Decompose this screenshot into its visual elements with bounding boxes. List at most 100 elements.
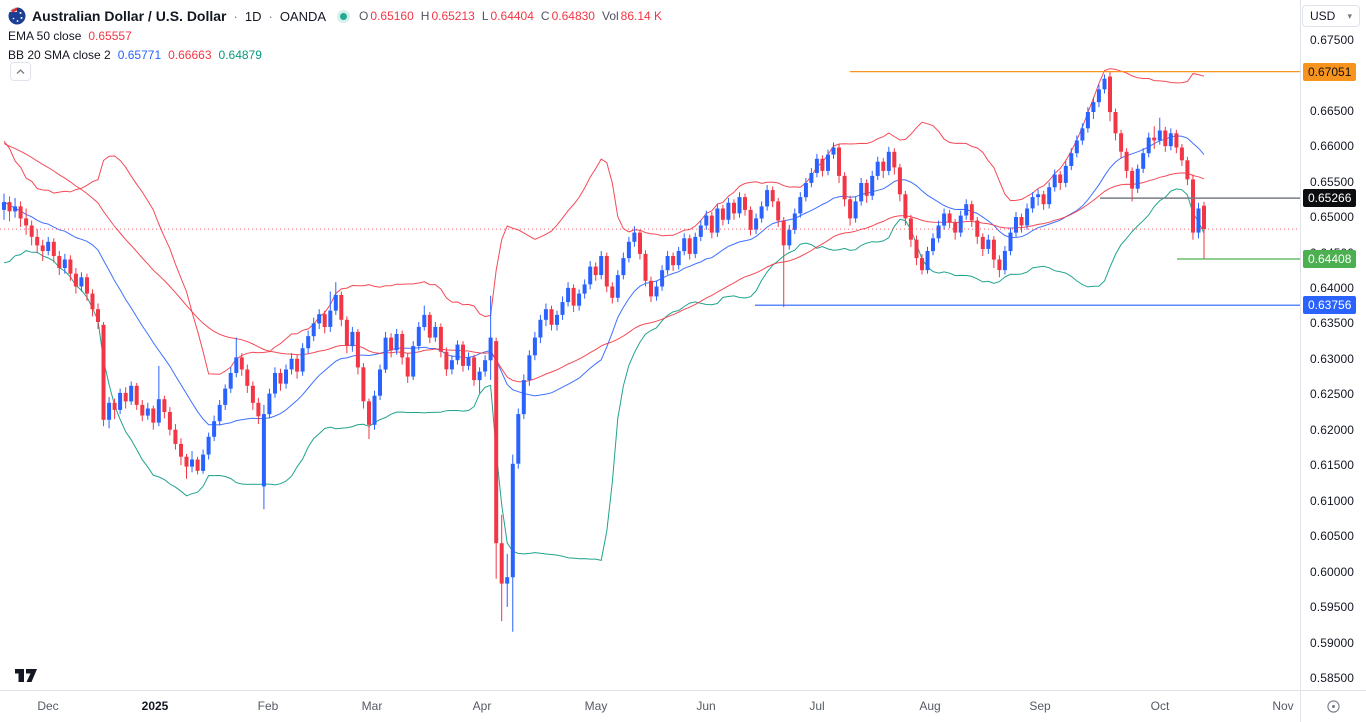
candle-body <box>1202 205 1206 230</box>
chart-pane[interactable] <box>0 0 1300 690</box>
price-tick-label: 0.62000 <box>1310 422 1355 437</box>
candle-body <box>212 421 217 437</box>
candle-body <box>1069 153 1074 166</box>
interval-label[interactable]: 1D <box>244 8 262 24</box>
candle-body <box>372 395 377 425</box>
candle-body <box>1168 133 1173 147</box>
candle-body <box>931 238 935 252</box>
candle-body <box>118 392 123 410</box>
candle-body <box>295 358 300 372</box>
price-axis[interactable]: 0.675000.670000.665000.660000.655000.650… <box>1300 0 1366 690</box>
candle-body <box>112 402 117 410</box>
aud-usd-flag-icon <box>8 7 26 25</box>
price-tick-label: 0.60000 <box>1310 564 1355 579</box>
candle-body <box>62 259 67 268</box>
indicator-value: 0.64879 <box>218 47 262 62</box>
candle-body <box>875 161 880 176</box>
candle-body <box>543 309 548 320</box>
candle-body <box>638 232 642 254</box>
price-tick-label: 0.63500 <box>1310 316 1355 331</box>
candlestick-chart[interactable] <box>0 0 1300 690</box>
candle-body <box>654 286 659 297</box>
tradingview-logo[interactable] <box>14 666 41 688</box>
candle-body <box>660 270 665 287</box>
price-tick-label: 0.59500 <box>1310 600 1355 614</box>
candle-body <box>328 310 333 327</box>
candle-body <box>1146 137 1151 154</box>
candle-body <box>289 358 294 370</box>
indicator-row-bb[interactable]: BB 20 SMA close 2 0.65771 0.66663 0.6487… <box>8 45 662 64</box>
candle-body <box>472 357 477 381</box>
candle-body <box>488 337 493 361</box>
candle-body <box>881 161 886 171</box>
market-status-dot[interactable] <box>340 12 348 20</box>
candle-body <box>814 158 819 173</box>
candle-body <box>549 309 554 325</box>
symbol-row[interactable]: Australian Dollar / U.S. Dollar · 1D · O… <box>8 6 662 26</box>
candle-body <box>378 369 382 396</box>
candle-body <box>306 336 311 349</box>
candle-body <box>123 392 128 402</box>
currency-label: USD <box>1310 9 1336 23</box>
indicator-name: EMA 50 close <box>8 28 82 43</box>
candle-body <box>355 331 360 368</box>
candle-body <box>1152 137 1157 141</box>
candle-body <box>942 213 947 226</box>
candle-body <box>505 577 510 584</box>
low-value: 0.64404 <box>490 9 534 23</box>
candle-body <box>129 385 134 402</box>
separator: · <box>268 8 273 24</box>
candle-body <box>870 175 875 196</box>
candle-body <box>903 194 908 219</box>
candle-body <box>1008 232 1013 251</box>
price-scale-settings-icon[interactable] <box>1326 699 1341 714</box>
candle-body <box>466 357 471 366</box>
candle-body <box>223 388 228 405</box>
candle-body <box>400 334 405 358</box>
candle-body <box>433 326 438 338</box>
candle-body <box>908 218 913 240</box>
candle-body <box>427 314 432 338</box>
candle-body <box>610 286 615 298</box>
candle-body <box>920 258 924 271</box>
candle-body <box>571 287 576 306</box>
candle-body <box>339 295 344 320</box>
candle-body <box>980 236 985 249</box>
candle-body <box>964 204 969 216</box>
collapse-legend-button[interactable] <box>10 62 31 81</box>
bb-lower-band-line <box>3 188 1205 562</box>
candle-body <box>145 408 150 416</box>
candle-body <box>1002 251 1007 271</box>
candle-body <box>975 220 980 237</box>
candle-body <box>676 251 681 266</box>
candle-body <box>831 147 836 155</box>
candle-body <box>1157 130 1162 141</box>
time-tick-mar: Mar <box>361 699 383 713</box>
candle-body <box>245 369 250 386</box>
candle-body <box>101 324 106 420</box>
time-axis[interactable]: Dec 2025 Feb Mar Apr May Jun Jul Aug Sep Oct Nov <box>0 690 1300 722</box>
candle-body <box>79 277 84 287</box>
candle-body <box>604 256 609 287</box>
candle-body <box>461 344 465 366</box>
candle-body <box>521 380 526 415</box>
candle-body <box>1196 208 1201 233</box>
currency-selector[interactable]: USD ▾ <box>1302 5 1360 27</box>
candle-body <box>1174 133 1179 148</box>
candle-body <box>190 459 194 467</box>
candle-body <box>389 337 394 351</box>
close-value: 0.64830 <box>551 9 595 23</box>
price-badge: 0.64408 <box>1303 250 1357 268</box>
candle-body <box>897 167 902 195</box>
time-tick-feb: Feb <box>257 699 279 713</box>
indicator-row-ema[interactable]: EMA 50 close 0.65557 <box>8 26 662 45</box>
candle-body <box>96 309 100 322</box>
time-tick-aug: Aug <box>919 699 941 713</box>
candle-body <box>859 183 864 202</box>
candle-body <box>184 456 189 467</box>
candle-body <box>250 385 255 403</box>
candle-body <box>206 436 211 455</box>
candle-body <box>886 151 891 171</box>
candle-body <box>455 344 460 361</box>
time-tick-jul: Jul <box>809 699 825 713</box>
